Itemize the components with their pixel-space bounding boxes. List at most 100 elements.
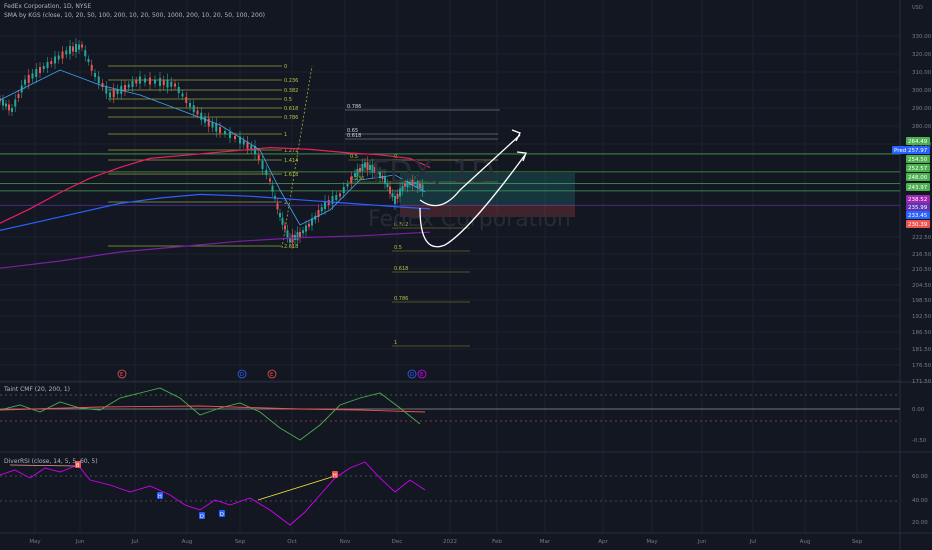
price-badge-label-4: 252.57 (908, 166, 928, 172)
candle-body (257, 155, 260, 160)
candle-body (211, 122, 214, 128)
candle-body (116, 89, 119, 94)
candle-body (65, 50, 68, 55)
candle-body (276, 203, 279, 210)
candle-body (299, 232, 301, 238)
candle-body (350, 177, 353, 183)
candle-body (90, 64, 93, 71)
divergence-label-0: B (76, 463, 80, 469)
candle-body (317, 210, 320, 217)
cmf-label[interactable]: Taint CMF (20, 200, 1) (4, 386, 71, 393)
candle-body (269, 178, 271, 182)
candle-body (224, 131, 226, 134)
candle-body (50, 61, 53, 64)
candle-body (327, 200, 330, 205)
x-tick-14: Jul (749, 539, 757, 545)
x-tick-5: Oct (287, 539, 297, 545)
candle-body (381, 176, 384, 179)
fib-left-label-2: 0.382 (284, 88, 298, 94)
y-tick-11: 198.50 (912, 298, 932, 304)
candle-body (84, 50, 87, 57)
divergence-hidden (257, 475, 336, 501)
candle-body (11, 108, 13, 112)
candle-body (356, 169, 359, 176)
x-tick-0: May (29, 539, 41, 545)
candle-body (242, 140, 245, 145)
watermark-name: FedEx Corporation (368, 207, 571, 232)
candle-body (311, 218, 313, 226)
watermark-symbol: FDX, 1D (372, 155, 494, 190)
fib-right-label-3: 0.5 (350, 154, 358, 160)
fib-left-label-11: 2.618 (284, 244, 298, 250)
candle-body (14, 99, 17, 107)
price-badge-label-6: 243.97 (908, 185, 928, 191)
candle-body (39, 67, 41, 73)
candle-body (204, 117, 206, 123)
candle-body (386, 183, 389, 187)
cmf-tick-1: -0.50 (912, 438, 927, 444)
x-tick-4: Sep (235, 539, 246, 545)
event-label-0: E (120, 372, 123, 378)
candle-body (192, 105, 195, 113)
candle-body (339, 193, 341, 197)
candle-body (411, 179, 414, 186)
rsi-label[interactable]: DiverRSI (close, 14, 5, 5, 60, 5) (4, 458, 98, 465)
candle-body (394, 196, 396, 204)
candle-body (359, 168, 361, 172)
y-tick-3: 300.00 (912, 88, 932, 94)
candle-body (149, 77, 151, 85)
y-tick-9: 210.50 (912, 267, 932, 273)
sma-lines (0, 69, 431, 269)
candle-body (75, 44, 77, 52)
divergence-label-3: D (220, 512, 224, 518)
candle-body (404, 183, 406, 187)
chart-title[interactable]: FedEx Corporation, 1D, NYSE (4, 3, 92, 10)
fib-right-label-6: 0.382 (394, 222, 408, 228)
rsi-tick-2: 20.00 (912, 520, 928, 526)
rsi-pane: B H D D H (0, 461, 900, 526)
y-tick-10: 204.50 (912, 283, 932, 289)
watermark: FDX, 1D FedEx Corporation (368, 155, 571, 232)
candle-body (246, 141, 249, 149)
candle-body (391, 193, 394, 197)
fib-left-label-3: 0.5 (284, 97, 292, 103)
y-tick-16: 171.50 (912, 379, 932, 385)
price-badge-9 (906, 211, 930, 219)
projection-arrows (419, 129, 527, 248)
price-badge-label-0: 264.49 (908, 139, 928, 145)
event-marker-2 (267, 369, 277, 379)
indicator-label[interactable]: SMA by KGS (close, 10, 20, 50, 100, 200,… (4, 12, 265, 19)
projection-down-up (419, 154, 526, 248)
stop-zone (400, 205, 575, 217)
target-zone (400, 173, 575, 205)
price-badge-label-3: 254.50 (908, 157, 928, 163)
candle-body (135, 80, 138, 84)
candle-body (289, 237, 291, 243)
divergence-badge-3 (219, 510, 225, 517)
candle-body (406, 181, 409, 188)
candle-body (320, 207, 323, 212)
candle-body (35, 69, 38, 77)
candle-body (24, 79, 26, 85)
candle-body (419, 184, 421, 188)
candle-body (234, 136, 236, 139)
x-tick-11: Apr (598, 539, 608, 545)
candle-body (331, 196, 334, 204)
event-label-2: E (270, 372, 273, 378)
x-tick-2: Jul (131, 539, 139, 545)
event-label-1: D (240, 372, 244, 378)
y-tick-1: 320.00 (912, 52, 932, 58)
candle-body (196, 110, 199, 115)
candle-body (324, 201, 326, 209)
candle-body (87, 59, 90, 62)
x-tick-7: Dec (392, 539, 403, 545)
candle-body (286, 230, 289, 238)
price-badge-label-5: 248.00 (908, 175, 928, 181)
candle-body (416, 180, 419, 188)
candle-body (112, 89, 115, 98)
fib-left-label-10: 2 (284, 200, 287, 206)
fib-right-label-10: 1 (394, 340, 397, 346)
candle-body (109, 92, 111, 98)
